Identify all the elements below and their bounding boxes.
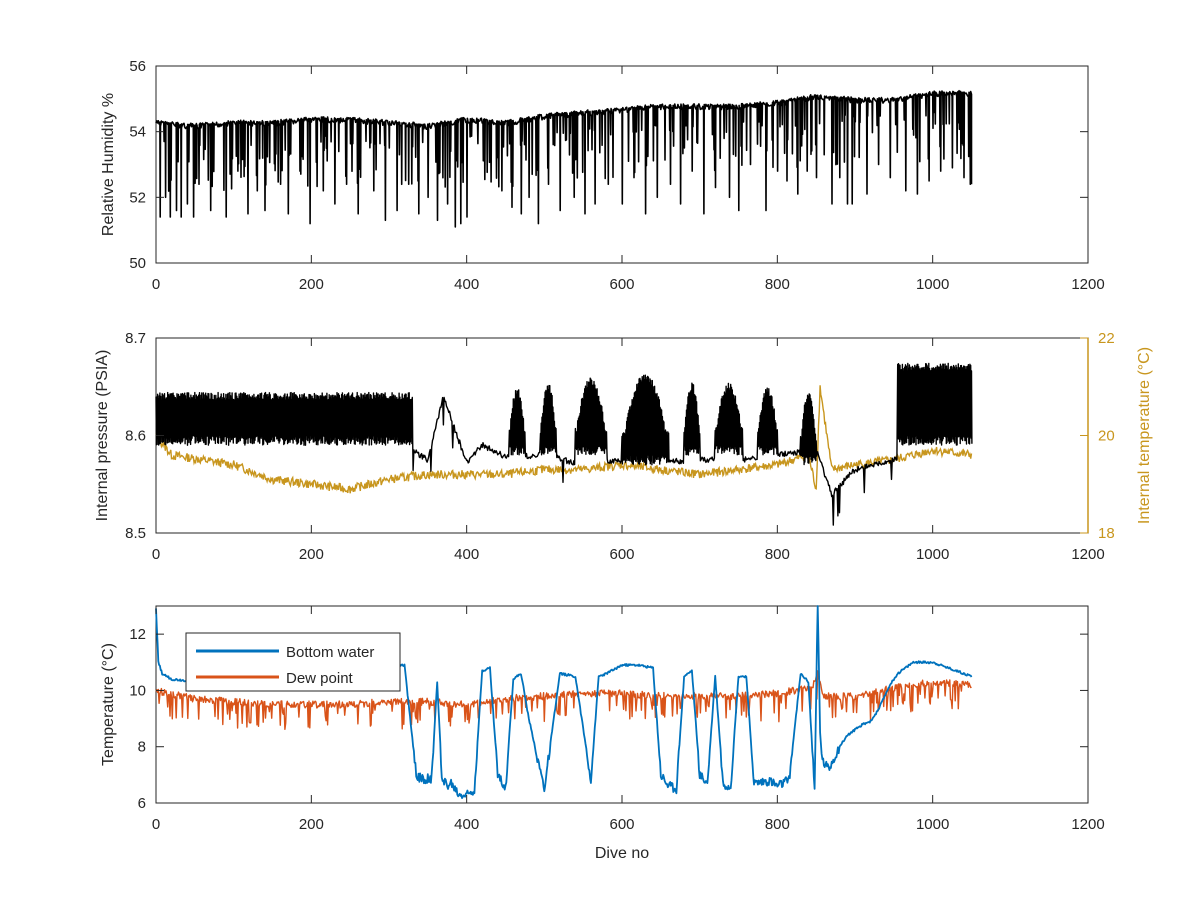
x-tick-label: 1000 xyxy=(916,546,949,563)
x-tick-label: 400 xyxy=(454,816,479,833)
legend: Bottom water Dew point xyxy=(185,632,401,692)
y-tick-label: 56 xyxy=(129,58,146,75)
pressure-panel: 0 200 400 600 800 1000 1200 8.5 8.6 8.7 18 20 22 Int… xyxy=(94,330,1153,563)
temperature-ylabel: Temperature (°C) xyxy=(100,643,117,766)
pressure-ylabel: Internal pressure (PSIA) xyxy=(94,350,111,522)
x-tick-label: 600 xyxy=(609,276,634,293)
x-tick-label: 1000 xyxy=(916,816,949,833)
temperature-panel: 0 200 400 600 800 1000 1200 6 8 10 12 Temperature … xyxy=(100,605,1105,862)
y2-tick-label: 20 xyxy=(1098,428,1115,445)
y-tick-label: 50 xyxy=(129,255,146,272)
y-tick-label: 8 xyxy=(138,739,146,756)
x-tick-label: 600 xyxy=(609,546,634,563)
x-tick-label: 1200 xyxy=(1071,816,1104,833)
y2-tick-label: 22 xyxy=(1098,330,1115,347)
y-tick-label: 6 xyxy=(138,795,146,812)
legend-label-dew-point: Dew point xyxy=(286,670,354,687)
y-tick-label: 52 xyxy=(129,189,146,206)
humidity-panel: 0 200 400 600 800 1000 1200 50 52 54 56 Relative H… xyxy=(100,58,1105,293)
x-tick-label: 800 xyxy=(765,546,790,563)
x-tick-label: 200 xyxy=(299,546,324,563)
internal-pressure-line xyxy=(155,362,973,526)
x-tick-label: 600 xyxy=(609,816,634,833)
pressure-marks: 0 200 400 600 800 1000 1200 8.5 8.6 8.7 18 20 22 xyxy=(125,330,1115,563)
temperature-y2label: Internal temperature (°C) xyxy=(1136,347,1153,524)
x-tick-label: 0 xyxy=(152,546,160,563)
y-tick-label: 8.7 xyxy=(125,330,146,347)
legend-label-bottom-water: Bottom water xyxy=(286,644,374,661)
y2-tick-label: 18 xyxy=(1098,525,1115,542)
y-tick-label: 8.6 xyxy=(125,428,146,445)
x-tick-label: 0 xyxy=(152,276,160,293)
temperature-xlabel: Dive no xyxy=(595,845,649,862)
humidity-ylabel: Relative Humidity % xyxy=(100,93,117,236)
x-tick-label: 200 xyxy=(299,276,324,293)
x-tick-label: 800 xyxy=(765,816,790,833)
x-tick-label: 400 xyxy=(454,546,479,563)
x-tick-label: 1000 xyxy=(916,276,949,293)
x-tick-label: 1200 xyxy=(1071,546,1104,563)
y-tick-label: 12 xyxy=(129,626,146,643)
y-tick-label: 8.5 xyxy=(125,525,146,542)
y-tick-label: 54 xyxy=(129,124,146,141)
x-tick-label: 800 xyxy=(765,276,790,293)
x-tick-label: 400 xyxy=(454,276,479,293)
y-tick-label: 10 xyxy=(129,682,146,699)
humidity-marks: 0 200 400 600 800 1000 1200 50 52 54 56 xyxy=(129,58,1104,293)
x-tick-label: 0 xyxy=(152,816,160,833)
legend-box xyxy=(185,632,401,692)
x-tick-label: 200 xyxy=(299,816,324,833)
humidity-series-line xyxy=(155,89,973,228)
dew-point-line xyxy=(155,670,972,730)
x-tick-label: 1200 xyxy=(1071,276,1104,293)
